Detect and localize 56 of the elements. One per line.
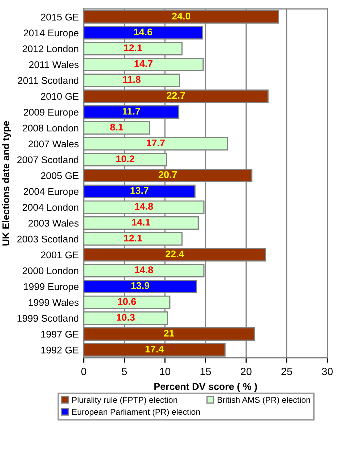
data-label: 14.7: [134, 60, 153, 68]
x-tick-label: 20: [241, 368, 252, 376]
y-tick-label: 2011 Wales: [29, 61, 79, 68]
data-label: 13.9: [132, 282, 150, 290]
y-tick-label: 2015 GE: [41, 14, 79, 21]
y-tick-label: 1999 Wales: [28, 299, 79, 306]
data-label: 10.2: [116, 156, 135, 162]
y-tick-label: 2001 GE: [41, 252, 79, 259]
y-axis-title: UK Elections date and type: [2, 121, 12, 246]
y-tick-label: 2004 London: [22, 204, 79, 212]
data-label: 14.1: [132, 219, 150, 226]
data-label: 12.1: [124, 44, 142, 52]
data-label: 14.6: [134, 28, 152, 36]
data-label: 12.1: [124, 234, 142, 242]
y-tick-label: 2007 Scotland: [18, 156, 79, 164]
data-label: 14.8: [135, 266, 154, 274]
y-tick-label: 2012 London: [22, 45, 79, 52]
data-label: 13.7: [130, 187, 149, 194]
data-label: 14.8: [135, 203, 154, 210]
y-tick-label: 1992 GE: [42, 346, 79, 354]
data-label: 20.7: [158, 171, 178, 178]
x-tick-label: 15: [200, 368, 212, 376]
y-tick-label: 2011 Scotland: [18, 77, 79, 84]
x-tick-label: 0: [82, 368, 87, 376]
legend-label: British AMS (PR) election: [218, 396, 310, 405]
x-tick-label: 10: [160, 368, 171, 376]
data-label: 22.4: [166, 250, 184, 258]
y-tick-label: 1999 Scotland: [18, 314, 79, 322]
x-tick-label: 5: [122, 368, 128, 376]
data-label: 21: [164, 330, 174, 337]
y-tick-label: 2000 London: [22, 267, 79, 274]
data-label: 17.4: [146, 346, 164, 353]
data-label: 17.7: [147, 140, 165, 147]
y-tick-label: 1999 Europe: [24, 283, 79, 292]
legend-label: European Parliament (PR) election: [72, 408, 200, 417]
x-tick-label: 30: [322, 368, 333, 376]
data-label: 10.3: [116, 314, 135, 322]
y-tick-label: 2003 Wales: [28, 220, 79, 227]
y-tick-label: 2004 Europe: [24, 188, 79, 198]
data-label: 8.1: [110, 124, 124, 131]
legend-label: Plurality rule (FPTP) election: [72, 396, 178, 405]
data-label: 11.7: [122, 108, 140, 115]
y-tick-label: 2003 Scotland: [18, 236, 79, 243]
data-label: 22.7: [167, 92, 186, 99]
y-tick-label: 2005 GE: [41, 172, 79, 180]
data-label: 10.6: [118, 298, 136, 306]
data-label: 11.8: [123, 76, 141, 84]
data-label: 24.0: [172, 12, 191, 20]
x-axis-title: Percent DV score ( % ): [154, 383, 258, 392]
y-tick-label: 2010 GE: [41, 93, 79, 100]
y-tick-label: 2007 Wales: [28, 140, 79, 148]
x-tick-label: 25: [282, 368, 292, 376]
y-tick-label: 1997 GE: [42, 331, 79, 338]
y-tick-label: 2014 Europe: [24, 30, 79, 39]
y-tick-label: 2008 London: [22, 124, 79, 132]
y-tick-label: 2009 Europe: [24, 109, 79, 118]
